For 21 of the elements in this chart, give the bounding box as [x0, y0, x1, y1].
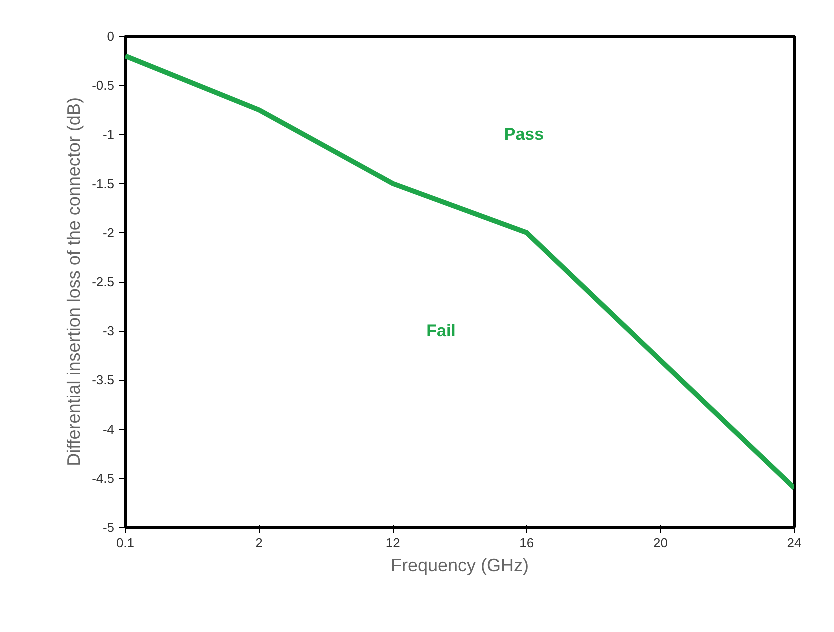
x-axis-title: Frequency (GHz) — [390, 556, 530, 576]
y-tick-label: -5 — [102, 520, 115, 535]
y-tick-label: -1.5 — [92, 176, 115, 192]
x-tick-label: 20 — [653, 536, 668, 550]
y-tick-label: -4 — [102, 422, 115, 437]
y-tick-label: -3 — [102, 324, 115, 339]
y-tick-label: -3.5 — [92, 372, 115, 388]
x-tick-label: 2 — [256, 536, 263, 550]
y-tick-label: -0.5 — [92, 78, 115, 94]
x-tick-label: 0.1 — [116, 536, 135, 550]
y-tick-label: 0 — [107, 29, 115, 44]
annotation: Pass — [504, 125, 544, 144]
y-axis-title: Differential insertion loss of the connector (dB) — [64, 98, 84, 466]
annotation: Fail — [426, 322, 456, 341]
x-tick-label: 24 — [787, 536, 802, 550]
x-tick-label: 16 — [520, 536, 534, 550]
y-tick-label: -1 — [102, 127, 115, 142]
y-tick-label: -2 — [102, 225, 115, 240]
y-tick-label: -4.5 — [92, 470, 115, 486]
y-tick-label: -2.5 — [92, 274, 115, 290]
x-tick-label: 12 — [386, 536, 400, 550]
